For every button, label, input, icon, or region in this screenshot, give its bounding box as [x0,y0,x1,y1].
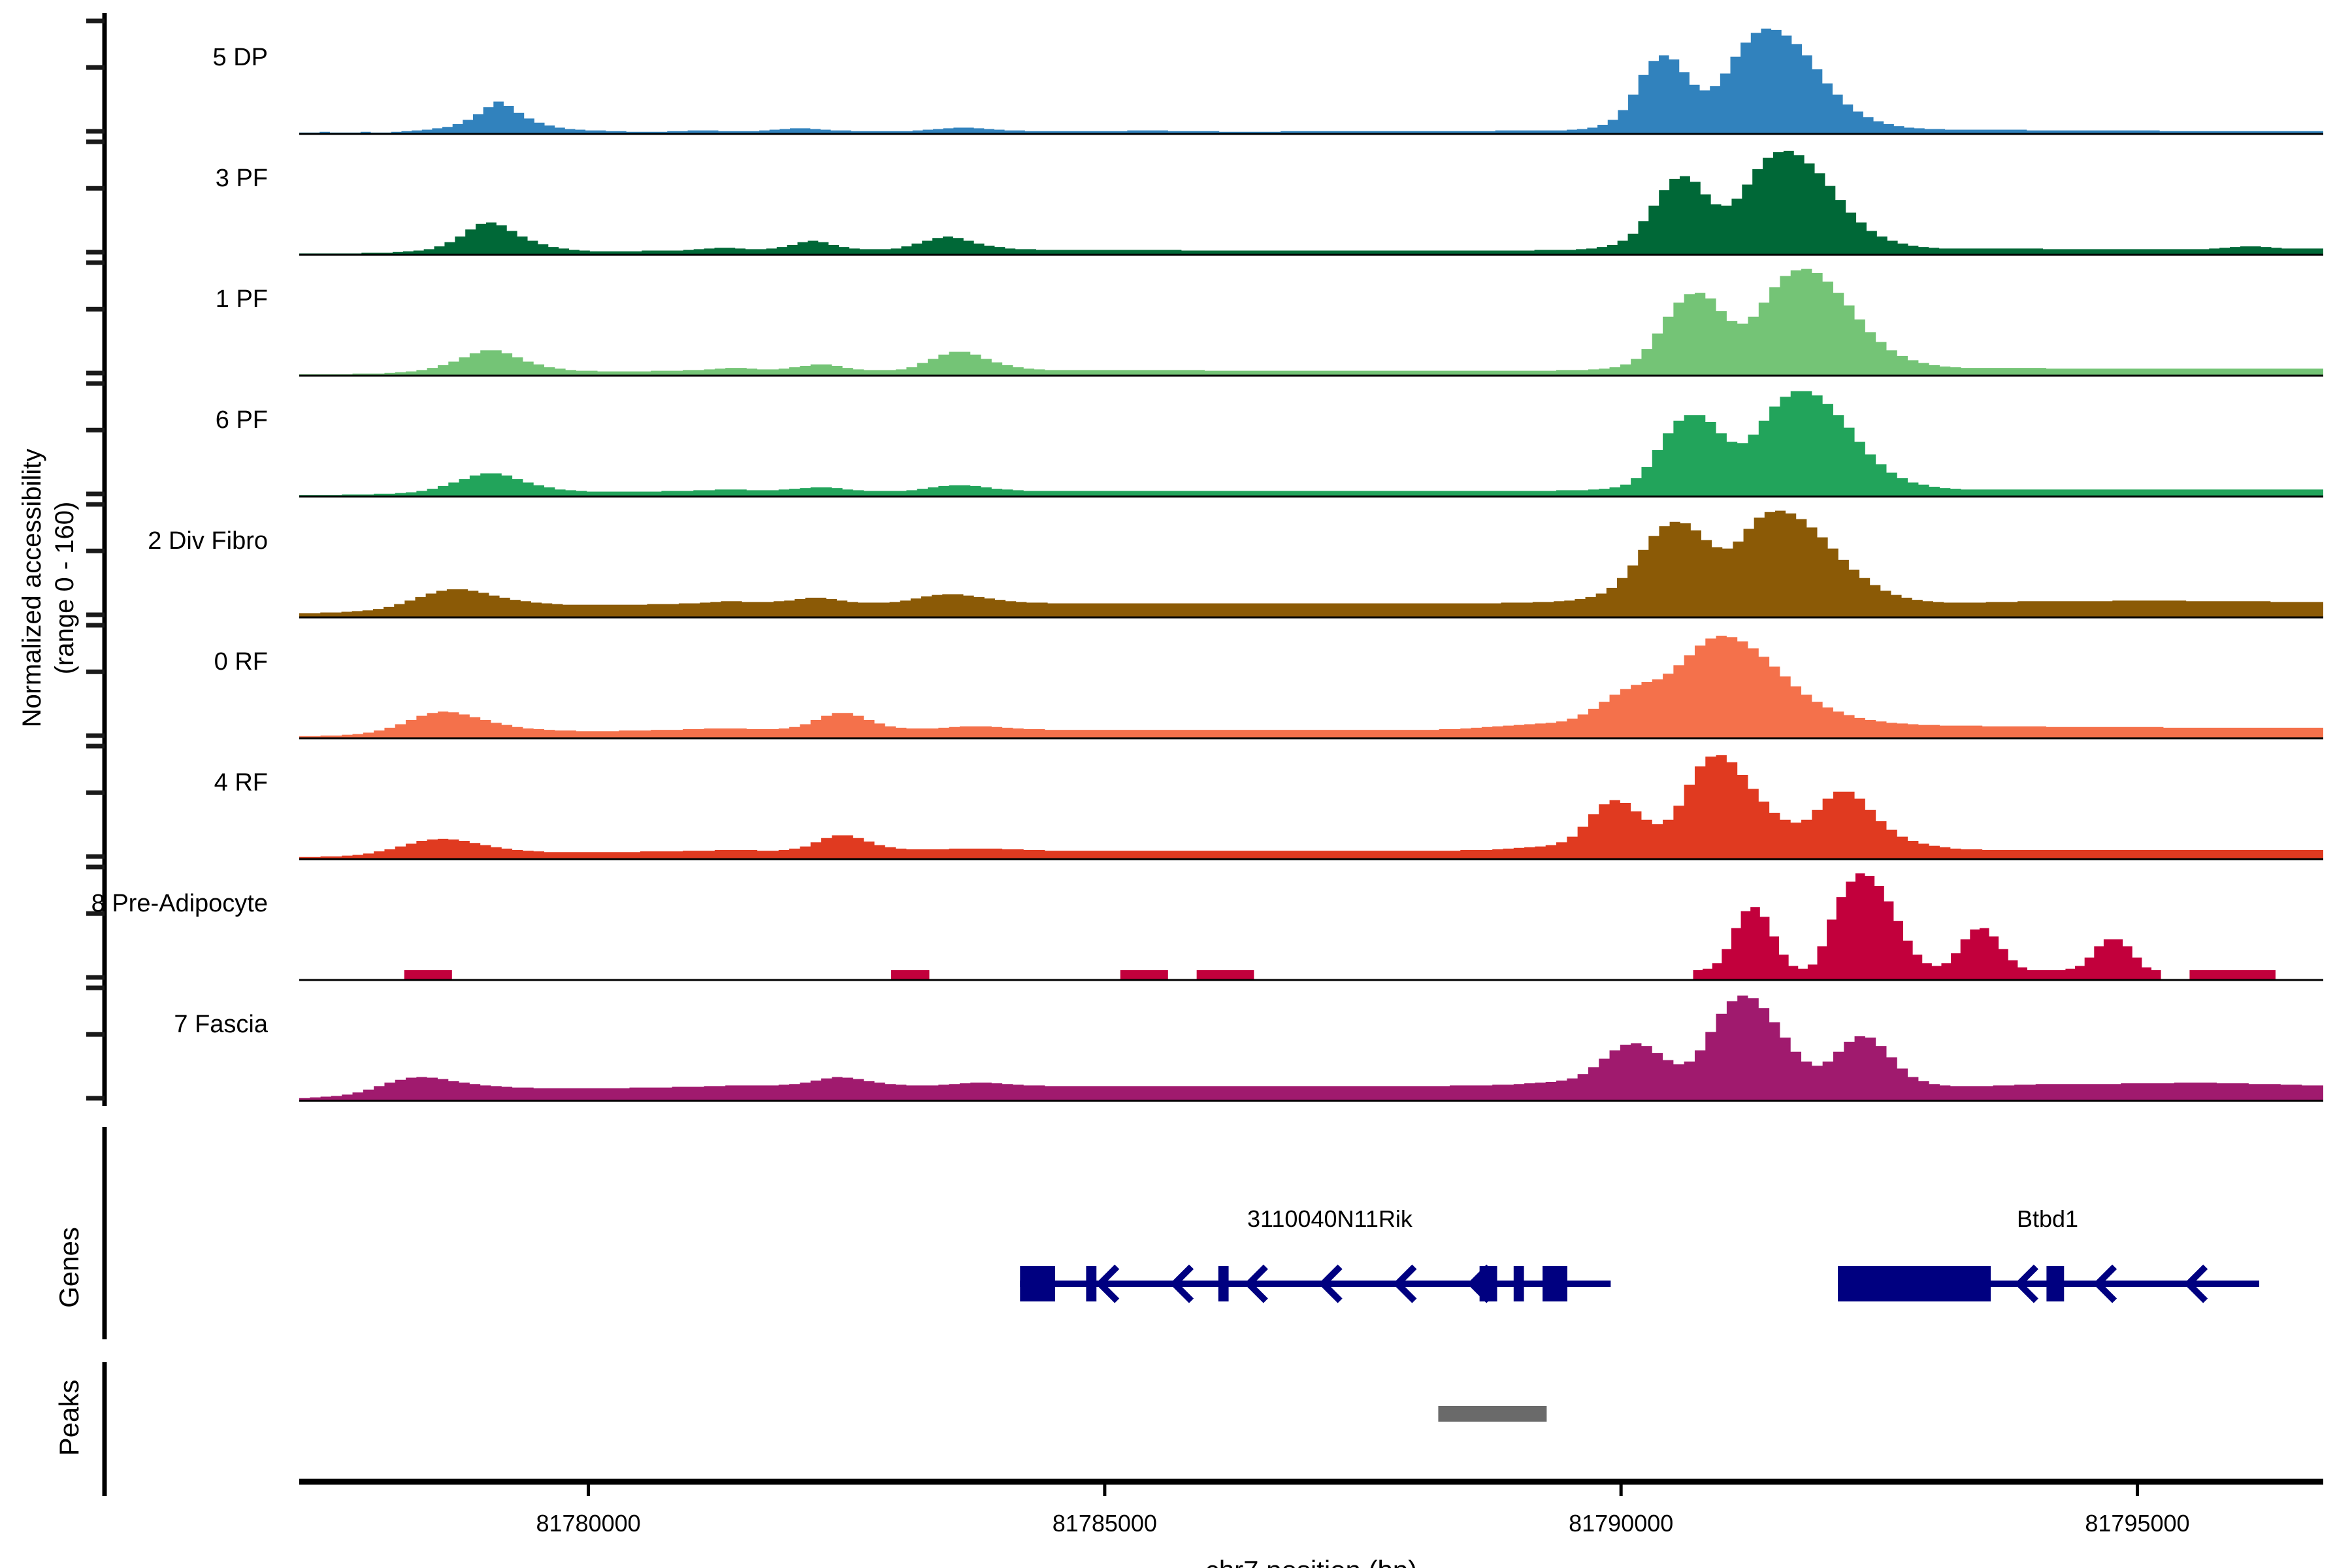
coverage-track: 0 RF [214,636,2323,740]
track-label: 3 PF [216,165,268,192]
gene-strand-arrow-icon [2093,1264,2117,1303]
coverage-track: 2 Div Fibro [148,510,2323,619]
tracks-y-axis [86,13,107,1496]
y-axis-label: Normalized accessibility (range 0 - 160) [18,449,79,728]
gene-name-label: 3110040N11Rik [1247,1205,1413,1232]
gene-exon [1543,1266,1567,1301]
track-label: 5 DP [213,44,268,71]
gene-exon [1020,1266,1056,1301]
x-axis-tick-label: 81785000 [1053,1510,1157,1537]
y-axis-label-line1: Normalized accessibility [18,449,46,728]
x-axis-title: chr7 position (bp) [1205,1555,1418,1568]
coverage-area [299,995,2323,1101]
x-axis-tick-label: 81780000 [536,1510,640,1537]
gene-exon [1513,1266,1524,1301]
coverage-area [299,150,2323,255]
track-label: 0 RF [214,648,268,676]
peaks-section-label: Peaks [54,1380,84,1456]
gene-exon [1479,1266,1497,1301]
track-label: 4 RF [214,769,268,796]
gene-name-label: Btbd1 [2017,1205,2078,1232]
coverage-area [299,510,2323,617]
gene-exon [1838,1266,1991,1301]
gene-strand-arrow-icon [1095,1264,1120,1303]
coverage-track: 4 RF [214,755,2323,860]
genes-section-label: Genes [54,1227,84,1308]
x-axis-tick-label: 81795000 [2085,1510,2189,1537]
gene-exon [1218,1266,1229,1301]
gene-model[interactable]: Btbd1 [1838,1205,2260,1303]
coverage-area [299,28,2323,134]
coverage-area [299,873,2323,980]
coverage-area [299,755,2323,859]
gene-strand-arrow-icon [2014,1264,2038,1303]
coverage-track: 6 PF [216,391,2323,498]
gene-exon [1086,1266,1097,1301]
genes-track: 3110040N11Rik Btbd1 [1020,1205,2260,1303]
track-label: 1 PF [216,286,268,313]
gene-strand-arrow-icon [1244,1264,1268,1303]
gene-strand-arrow-icon [2183,1264,2208,1303]
coverage-track: 1 PF [216,269,2323,377]
coverage-area [299,269,2323,376]
coverage-area [299,636,2323,738]
track-label: 2 Div Fibro [148,527,268,555]
gene-exon [2046,1266,2065,1301]
coverage-tracks: 5 DP 3 PF 1 PF 6 PF 2 Div Fibro 0 RF 4 RF 8 Pre… [91,28,2323,1102]
coverage-area [299,391,2323,497]
track-label: 7 Fascia [174,1011,268,1038]
coverage-track: 3 PF [216,150,2323,256]
gene-model[interactable]: 3110040N11Rik [1020,1205,1611,1303]
gene-strand-arrow-icon [1169,1264,1194,1303]
y-axis-label-line2: (range 0 - 160) [50,502,79,675]
peak-region[interactable] [1438,1406,1547,1422]
track-label: 6 PF [216,406,268,434]
gene-strand-arrow-icon [1392,1264,1417,1303]
gene-strand-arrow-icon [1318,1264,1343,1303]
coverage-track: 7 Fascia [174,995,2323,1102]
track-label: 8 Pre-Adipocyte [91,890,268,917]
peaks-track [1438,1406,1547,1422]
x-axis: 81780000 81785000 81790000 81795000 chr7 pos… [299,1478,2323,1568]
coverage-track: 5 DP [213,28,2323,135]
x-axis-tick-label: 81790000 [1569,1510,1673,1537]
coverage-track: 8 Pre-Adipocyte [91,873,2323,981]
